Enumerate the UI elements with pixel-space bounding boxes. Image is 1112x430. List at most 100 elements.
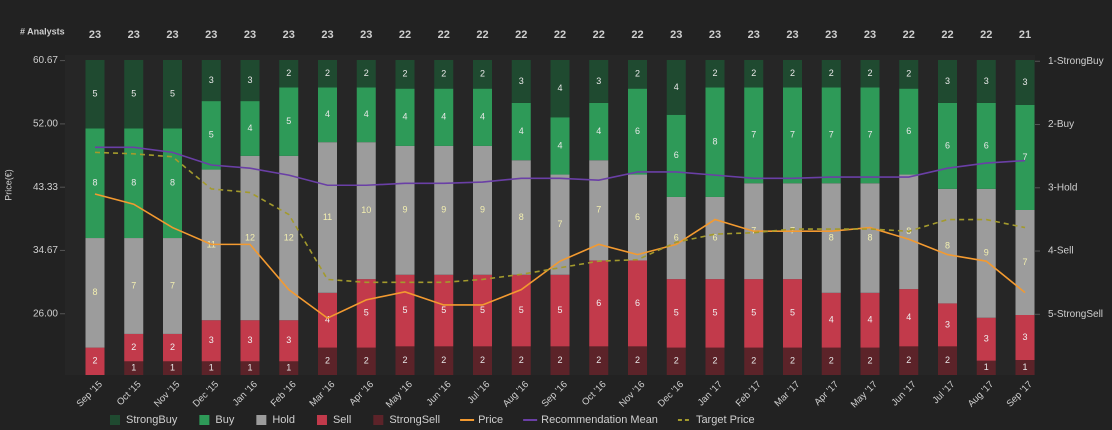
data-label: 5	[480, 305, 485, 315]
x-tick-label: Apr '16	[347, 379, 376, 408]
analyst-count: 22	[980, 29, 992, 41]
bar-segment	[628, 346, 647, 375]
bar-segment	[163, 333, 182, 362]
bar-segment	[85, 128, 105, 239]
legend-label: Recommendation Mean	[541, 414, 658, 426]
data-label: 2	[480, 69, 485, 79]
data-label: 3	[1022, 77, 1027, 87]
data-label: 3	[984, 76, 989, 86]
bar-segment	[550, 174, 570, 275]
bar-segment	[201, 101, 221, 170]
data-label: 8	[92, 287, 97, 297]
bar-segment	[550, 60, 570, 118]
bar-segment	[279, 87, 299, 156]
data-label: 9	[984, 248, 989, 258]
x-tick-label: Jul '16	[465, 379, 492, 406]
analyst-count: 23	[709, 29, 721, 41]
data-label: 2	[751, 356, 756, 366]
data-label: 5	[170, 89, 175, 99]
data-label: 2	[131, 342, 136, 352]
data-label: 4	[325, 315, 330, 325]
data-label: 8	[945, 241, 950, 251]
analyst-count: 23	[864, 29, 876, 41]
x-tick-label: Nov '16	[617, 379, 647, 409]
data-label: 3	[247, 75, 252, 85]
bar-segment	[1015, 360, 1035, 375]
data-label: 3	[1022, 332, 1027, 342]
data-label: 9	[441, 205, 446, 215]
data-label: 2	[790, 68, 795, 78]
analyst-count: 22	[903, 29, 915, 41]
bar-segment	[821, 60, 841, 88]
data-label: 2	[867, 356, 872, 366]
x-tick-label: May '17	[849, 379, 880, 410]
bar-segment	[1015, 60, 1035, 105]
x-tick-label: Jun '16	[424, 379, 453, 408]
bar-segment	[666, 114, 686, 197]
data-label: 2	[519, 355, 524, 365]
data-label: 2	[92, 356, 97, 366]
data-label: 5	[674, 308, 679, 318]
data-label: 6	[984, 140, 989, 150]
legend-label: Buy	[215, 414, 234, 426]
data-label: 7	[1022, 152, 1027, 162]
data-label: 4	[674, 82, 679, 92]
data-label: 2	[945, 355, 950, 365]
bar-segment	[666, 279, 686, 348]
bar-segment	[976, 60, 996, 103]
bar-segment	[744, 279, 764, 348]
bar-segment	[318, 142, 337, 293]
data-label: 4	[402, 112, 407, 122]
bar-segment	[511, 346, 531, 375]
bar-segment	[318, 87, 337, 143]
data-label: 2	[557, 355, 562, 365]
bar-segment	[589, 102, 609, 161]
legend-label: StrongBuy	[126, 414, 178, 426]
data-label: 4	[906, 312, 911, 322]
data-label: 6	[906, 126, 911, 136]
data-label: 1	[209, 363, 214, 373]
data-label: 5	[286, 116, 291, 126]
data-label: 2	[364, 356, 369, 366]
legend-label: Target Price	[696, 414, 755, 426]
data-label: 5	[209, 130, 214, 140]
data-label: 5	[557, 305, 562, 315]
analyst-count: 22	[438, 29, 450, 41]
bar-segment	[511, 274, 531, 347]
bar-segment	[473, 60, 492, 89]
data-label: 8	[170, 178, 175, 188]
x-tick-label: Dec '16	[656, 379, 686, 409]
data-label: 2	[170, 342, 175, 352]
data-label: 6	[635, 212, 640, 222]
data-label: 5	[364, 308, 369, 318]
bar-segment	[589, 346, 609, 375]
bar-segment	[705, 87, 725, 197]
analyst-count: 23	[166, 29, 178, 41]
bar-segment	[589, 260, 609, 347]
data-label: 2	[286, 68, 291, 78]
analyst-count: 23	[244, 29, 256, 41]
bar-segment	[976, 360, 996, 375]
y2-tick-label: 5-StrongSell	[1048, 309, 1103, 320]
data-label: 2	[906, 355, 911, 365]
y-tick-label: 34.67	[33, 245, 58, 256]
bar-segment	[240, 155, 260, 321]
data-label: 9	[480, 205, 485, 215]
data-label: 3	[209, 75, 214, 85]
y-axis-label: Price(€)	[3, 169, 13, 201]
bar-segment	[85, 347, 105, 375]
bar-segment	[860, 292, 880, 348]
bar-segment	[1015, 105, 1035, 210]
data-label: 2	[712, 68, 717, 78]
data-label: 4	[867, 315, 872, 325]
bar-segment	[124, 60, 144, 129]
data-label: 2	[751, 68, 756, 78]
bar-segment	[163, 60, 182, 129]
analysts-label: # Analysts	[20, 26, 65, 36]
bar-segment	[821, 87, 841, 184]
data-label: 7	[170, 280, 175, 290]
data-label: 6	[674, 150, 679, 160]
bar-segment	[434, 274, 454, 347]
bar-segment	[628, 174, 647, 261]
